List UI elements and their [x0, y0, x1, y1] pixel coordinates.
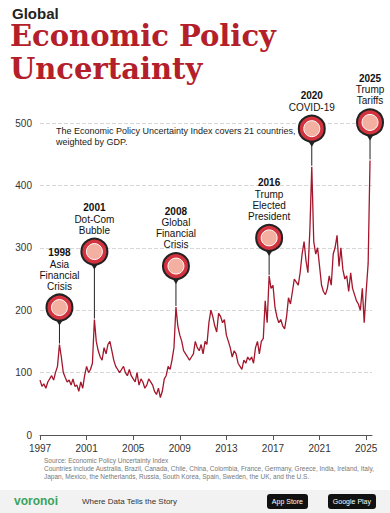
svg-text:2008: 2008 — [165, 206, 188, 217]
html-text:Where Data Tells the Story: Where Data Tells the Story — [82, 497, 177, 506]
svg-text:2020: 2020 — [301, 90, 324, 101]
svg-text:Financial: Financial — [156, 228, 196, 239]
html-text:Google Play: Google Play — [332, 498, 371, 505]
svg-text:Asia: Asia — [50, 259, 70, 270]
svg-text:2005: 2005 — [122, 443, 145, 454]
svg-text:Financial: Financial — [39, 270, 79, 281]
svg-text:2009: 2009 — [169, 443, 192, 454]
svg-text:Bubble: Bubble — [79, 225, 111, 236]
html-text:voronoi: voronoi — [14, 494, 58, 508]
svg-text:Tariffs: Tariffs — [357, 95, 384, 106]
svg-text:1997: 1997 — [29, 443, 52, 454]
svg-text:President: President — [248, 211, 290, 222]
svg-text:Trump: Trump — [356, 84, 385, 95]
svg-text:Trump: Trump — [255, 189, 284, 200]
html-text:Countries include Australia, B: Countries include Australia, Brazil, Can… — [44, 465, 374, 480]
svg-text:2016: 2016 — [258, 177, 281, 188]
svg-text:2025: 2025 — [355, 443, 378, 454]
svg-text:2013: 2013 — [215, 443, 238, 454]
svg-text:2021: 2021 — [308, 443, 331, 454]
svg-text:Crisis: Crisis — [163, 239, 188, 250]
svg-text:COVID-19: COVID-19 — [289, 102, 336, 113]
svg-text:Global: Global — [161, 217, 190, 228]
svg-text:2025: 2025 — [359, 73, 382, 84]
svg-text:2017: 2017 — [262, 443, 285, 454]
html-text:App Store: App Store — [271, 498, 303, 505]
html-text:Source: Economic Policy Uncert: Source: Economic Policy Uncertainty Inde… — [44, 457, 169, 464]
svg-text:100: 100 — [15, 367, 32, 378]
svg-text:Crisis: Crisis — [47, 281, 72, 292]
html-text:Global: Global — [12, 5, 59, 22]
html-text:Economic Policy Uncertainty: Economic Policy Uncertainty — [10, 19, 276, 86]
svg-text:Elected: Elected — [252, 200, 285, 211]
svg-text:2001: 2001 — [75, 443, 98, 454]
svg-text:400: 400 — [15, 180, 32, 191]
svg-text:1998: 1998 — [48, 247, 71, 258]
svg-text:200: 200 — [15, 305, 32, 316]
svg-text:Dot-Com: Dot-Com — [74, 214, 114, 225]
svg-text:300: 300 — [15, 242, 32, 253]
svg-text:0: 0 — [26, 430, 32, 441]
html-text:The Economic Policy Uncertaint: The Economic Policy Uncertainty Index co… — [56, 126, 296, 147]
svg-text:500: 500 — [15, 118, 32, 129]
svg-text:2001: 2001 — [83, 202, 106, 213]
